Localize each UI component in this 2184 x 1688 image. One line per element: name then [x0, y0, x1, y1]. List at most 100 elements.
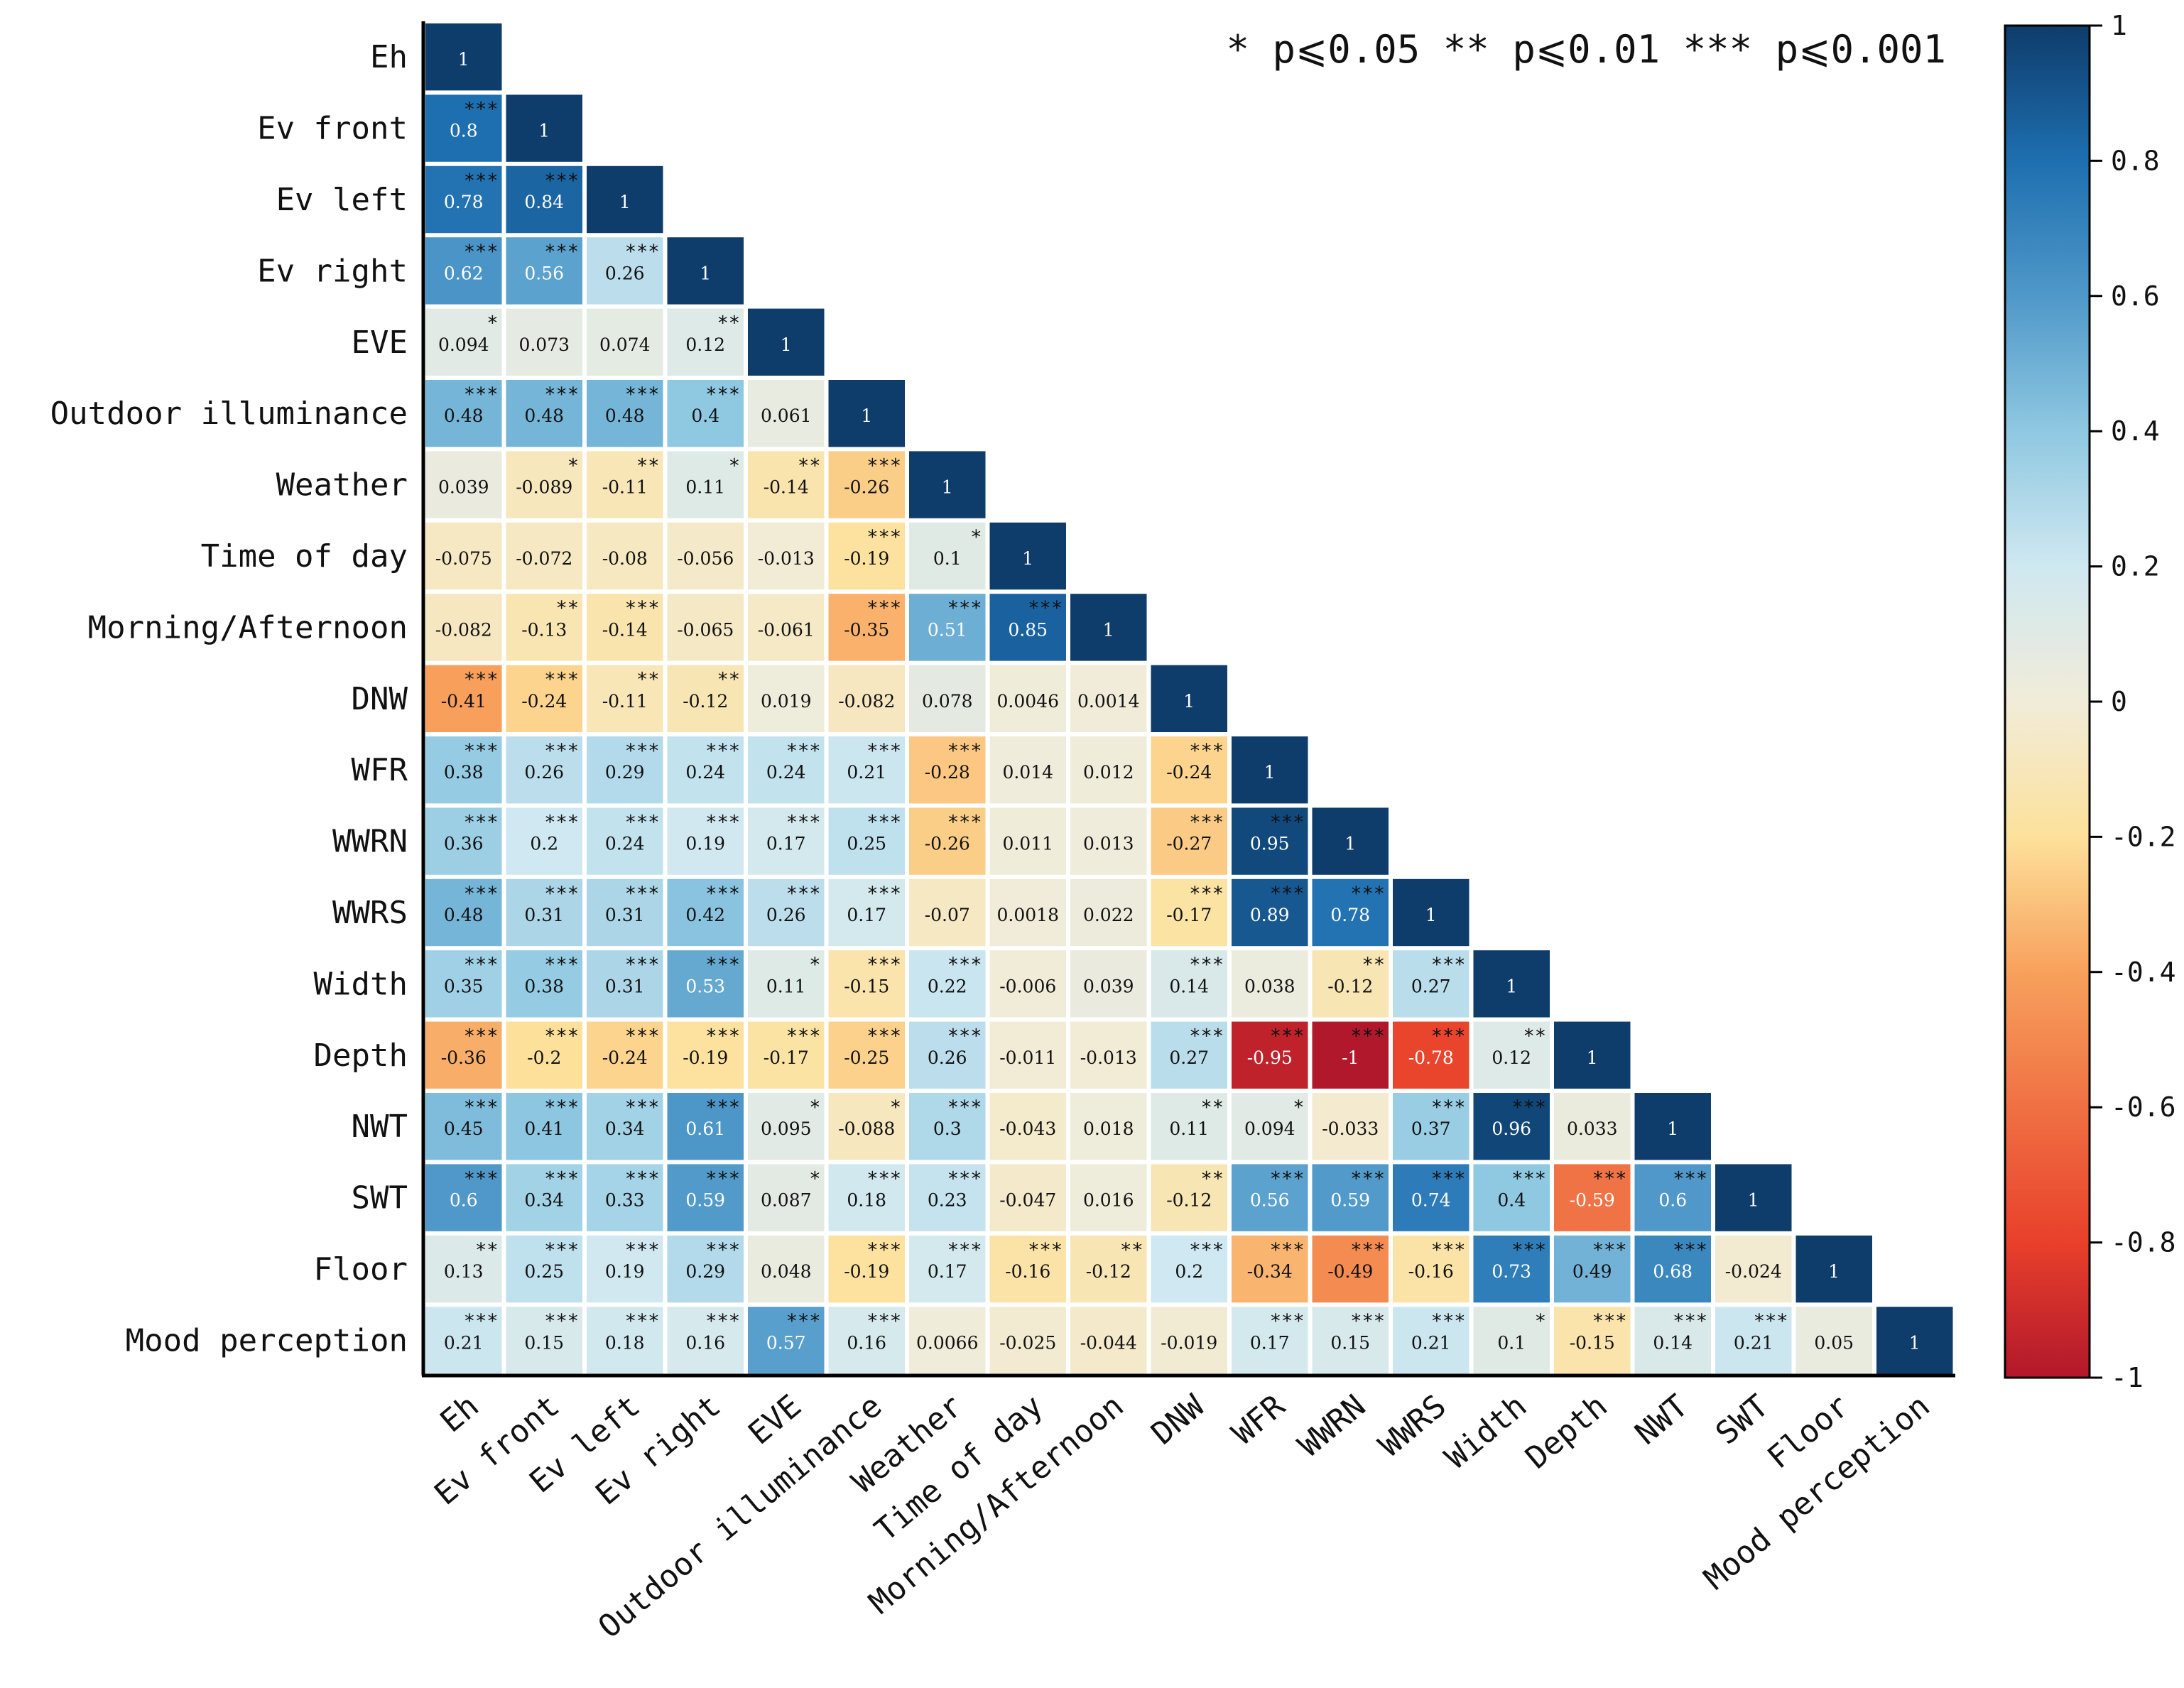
- cell-value-label: 0.26: [928, 1047, 967, 1068]
- heatmap-cell: [1312, 1164, 1389, 1231]
- cell-value-label: 0.96: [1492, 1118, 1531, 1139]
- heatmap-cell: [1070, 594, 1147, 661]
- significance-marker: ***: [544, 954, 579, 976]
- heatmap-cell: [667, 736, 744, 804]
- heatmap-cell: [506, 594, 582, 661]
- x-tick-label: DNW: [1145, 1388, 1212, 1452]
- cell-value-label: 0.15: [1330, 1332, 1370, 1353]
- significance-marker: ***: [625, 883, 660, 905]
- cell-value-label: 0.19: [685, 834, 725, 854]
- significance-marker: ***: [625, 1310, 660, 1332]
- heatmap-cell: [1232, 1164, 1308, 1231]
- cell-value-label: -0.15: [844, 976, 889, 996]
- cell-value-label: 0.05: [1814, 1332, 1854, 1353]
- x-tick-label: SWT: [1709, 1388, 1776, 1452]
- cell-value-label: -0.17: [1166, 905, 1212, 925]
- cell-value-label: -0.11: [602, 477, 648, 498]
- significance-marker: ***: [625, 1096, 660, 1118]
- heatmap-cell: [587, 237, 663, 305]
- significance-marker: ***: [1350, 1239, 1385, 1261]
- heatmap-cell: [828, 1021, 905, 1089]
- significance-marker: ***: [464, 1025, 499, 1047]
- heatmap-cell: [1473, 1164, 1550, 1231]
- colorbar-tick-label: 0.8: [2111, 145, 2160, 176]
- heatmap-cell: [587, 878, 663, 947]
- heatmap-cell: [1312, 1235, 1389, 1303]
- y-tick-label: Ev left: [276, 182, 408, 218]
- cell-value-label: 0.26: [605, 263, 645, 283]
- significance-marker: ***: [866, 883, 901, 905]
- heatmap-cell: [989, 665, 1066, 732]
- heatmap-cell: [1634, 1093, 1711, 1160]
- heatmap-cell: [425, 308, 502, 376]
- significance-marker: ***: [947, 1239, 982, 1261]
- cell-value-label: -1: [1342, 1047, 1359, 1068]
- significance-marker: **: [1362, 954, 1385, 976]
- significance-marker: ***: [544, 811, 579, 833]
- heatmap-cell: [1151, 1093, 1227, 1160]
- significance-marker: ***: [866, 811, 901, 833]
- significance-marker: ***: [947, 954, 982, 976]
- heatmap-cell: [425, 380, 502, 447]
- y-tick-label: Width: [314, 966, 408, 1002]
- significance-marker: ***: [786, 740, 821, 762]
- x-tick-label: WWRS: [1372, 1388, 1453, 1464]
- significance-marker: ***: [1189, 1025, 1224, 1047]
- cell-value-label: 0.62: [444, 263, 484, 283]
- cell-value-label: -0.95: [1247, 1047, 1293, 1068]
- cell-value-label: 0.17: [928, 1261, 967, 1282]
- cell-value-label: 0.59: [685, 1190, 725, 1211]
- heatmap-cell: [1070, 665, 1147, 732]
- cell-value-label: 0.16: [685, 1332, 725, 1353]
- significance-marker: ***: [625, 740, 660, 762]
- cell-value-label: 0.57: [766, 1332, 806, 1353]
- cell-value-label: -0.075: [435, 548, 492, 569]
- heatmap-cell: [506, 94, 582, 162]
- heatmap-cell: [587, 451, 663, 518]
- heatmap-cell: [425, 94, 502, 162]
- x-tick-label: WWRN: [1291, 1388, 1372, 1464]
- heatmap-cell: [1554, 1021, 1631, 1089]
- heatmap-cell: [989, 1307, 1066, 1374]
- heatmap-cell: [1473, 1235, 1550, 1303]
- heatmap-cell: [828, 1235, 905, 1303]
- cell-value-label: 1: [1587, 1047, 1598, 1068]
- cell-value-label: 0.14: [1169, 976, 1209, 996]
- significance-marker: *: [809, 954, 820, 976]
- heatmap-cell: [667, 878, 744, 947]
- cell-value-label: 0.095: [761, 1118, 812, 1139]
- significance-marker: ***: [866, 597, 901, 619]
- heatmap-cell: [748, 1021, 825, 1089]
- cell-value-label: -0.024: [1725, 1261, 1782, 1282]
- heatmap-cell: [587, 308, 663, 376]
- significance-marker: ***: [866, 1239, 901, 1261]
- heatmap-cell: [506, 165, 582, 234]
- heatmap-cell: [506, 1307, 582, 1374]
- significance-marker: ***: [464, 241, 499, 263]
- cell-value-label: 0.31: [605, 976, 645, 996]
- significance-marker: ***: [464, 811, 499, 833]
- cell-value-label: 0.78: [1330, 905, 1370, 925]
- heatmap-cell: [506, 451, 582, 518]
- heatmap-cell: [506, 736, 582, 804]
- significance-legend: * p⩽0.05 ** p⩽0.01 *** p⩽0.001: [1226, 27, 1946, 72]
- cell-value-label: -0.088: [838, 1118, 895, 1139]
- heatmap-cell: [748, 736, 825, 804]
- heatmap-cell: [667, 237, 744, 305]
- significance-marker: ***: [786, 811, 821, 833]
- heatmap-cell: [1554, 1093, 1631, 1160]
- cell-value-label: -0.41: [441, 691, 487, 712]
- cell-value-label: -0.072: [516, 548, 572, 569]
- heatmap-cell: [989, 594, 1066, 661]
- cell-value-label: 0.011: [1002, 834, 1053, 854]
- heatmap-cell: [1070, 1307, 1147, 1374]
- heatmap-cell: [909, 1164, 986, 1231]
- x-tick-label: WFR: [1225, 1388, 1292, 1452]
- heatmap-cell: [587, 1021, 663, 1089]
- significance-marker: ***: [1673, 1239, 1707, 1261]
- cell-value-label: 0.53: [685, 976, 725, 996]
- heatmap-cell: [748, 451, 825, 518]
- heatmap-cell: [506, 522, 582, 590]
- x-tick-label: Depth: [1519, 1388, 1614, 1476]
- significance-marker: ***: [464, 954, 499, 976]
